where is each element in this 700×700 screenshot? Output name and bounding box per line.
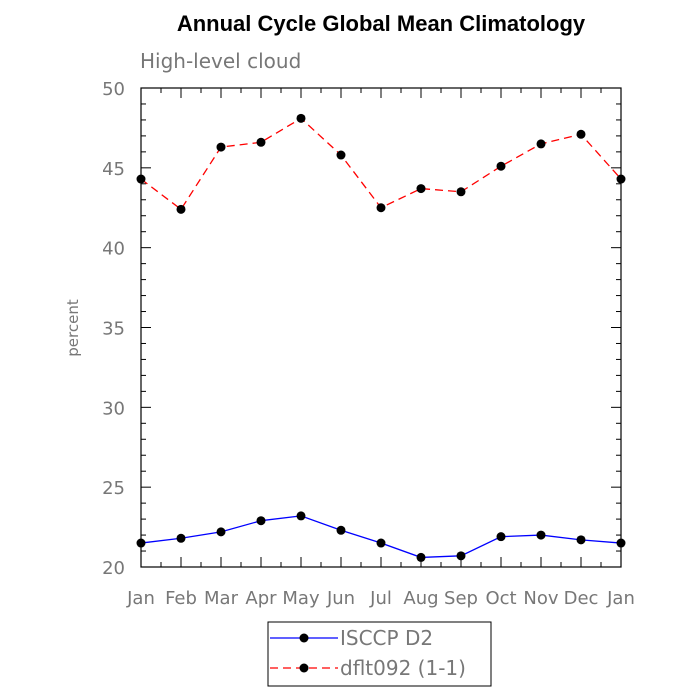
series-1-point xyxy=(176,204,186,214)
y-tick-label: 35 xyxy=(102,319,125,340)
x-tick-label: Jan xyxy=(126,588,155,609)
x-tick-label: Aug xyxy=(403,588,438,609)
legend-label-isccp: ISCCP D2 xyxy=(340,626,433,650)
series-0-point xyxy=(456,551,466,561)
series-0-point xyxy=(496,532,506,542)
series-0-point xyxy=(216,527,226,537)
series-0-point xyxy=(536,530,546,540)
x-tick-label: Mar xyxy=(204,588,239,609)
series-1-point xyxy=(416,184,426,194)
y-tick-label: 30 xyxy=(102,398,125,419)
series-0-point xyxy=(576,535,586,545)
series-1-point xyxy=(576,129,586,139)
plot-area: 20 25 30 35 40 45 50 Jan Feb Mar Apr May Jun Jul Aug Se… xyxy=(102,79,635,609)
x-tick-label: Nov xyxy=(523,588,558,609)
series-line-0 xyxy=(140,515,622,559)
y-tick-label: 20 xyxy=(102,558,125,579)
series-1-point xyxy=(456,187,466,197)
legend-label-dflt: dflt092 (1-1) xyxy=(340,656,466,680)
series-1-point xyxy=(136,174,146,184)
y-axis-label: percent xyxy=(64,299,82,357)
y-tick-label: 45 xyxy=(102,159,125,180)
x-tick-label: Jul xyxy=(369,588,392,609)
y-tick-label: 50 xyxy=(102,79,125,100)
x-tick-label: Dec xyxy=(564,588,599,609)
x-tick-label: Apr xyxy=(245,588,277,609)
series-1-point xyxy=(536,139,546,149)
series-1-point xyxy=(336,150,346,160)
series-0-point xyxy=(336,525,346,535)
series-0-point xyxy=(416,552,426,562)
chart-subtitle: High-level cloud xyxy=(140,49,301,73)
series-0-point xyxy=(296,511,306,521)
series-0-point xyxy=(376,538,386,548)
series-1-point xyxy=(216,142,226,152)
x-tick-label: Jun xyxy=(326,588,355,609)
series-0-point xyxy=(616,538,626,548)
series-1-point xyxy=(256,137,266,147)
legend-marker-isccp xyxy=(299,633,309,643)
series-0-point xyxy=(256,516,266,526)
x-tick-label: Sep xyxy=(444,588,478,609)
legend-marker-dflt xyxy=(299,663,309,673)
y-tick-label: 25 xyxy=(102,478,125,499)
x-tick-label: Feb xyxy=(165,588,197,609)
series-1-point xyxy=(376,203,386,213)
series-1-point xyxy=(616,174,626,184)
series-0-point xyxy=(136,538,146,548)
legend-box xyxy=(267,621,492,687)
series-line-1 xyxy=(140,117,622,211)
x-tick-label: Jan xyxy=(606,588,635,609)
x-tick-label: Oct xyxy=(485,588,516,609)
y-tick-label: 40 xyxy=(102,239,125,260)
series-1-point xyxy=(496,161,506,171)
series-1-point xyxy=(296,113,306,123)
chart-title: Annual Cycle Global Mean Climatology xyxy=(177,11,586,36)
legend: ISCCP D2 dflt092 (1-1) xyxy=(267,621,492,687)
x-tick-label: May xyxy=(282,588,320,609)
series-0-point xyxy=(176,533,186,543)
